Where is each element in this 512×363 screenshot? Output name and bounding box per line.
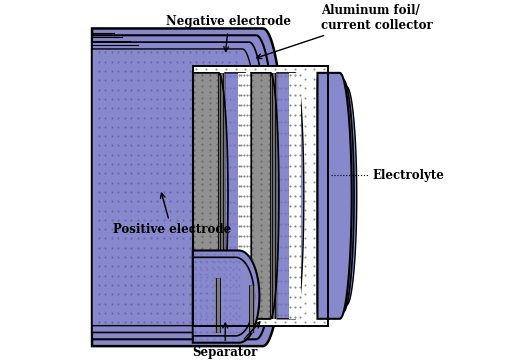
Polygon shape [92,49,260,326]
Bar [270,73,276,319]
Text: Separator: Separator [193,323,258,359]
Polygon shape [92,28,285,346]
Text: Negative electrode: Negative electrode [166,16,291,52]
Text: Positive electrode: Positive electrode [113,193,231,236]
Bar [193,66,328,326]
Polygon shape [317,80,354,312]
Bar [193,73,219,319]
Polygon shape [251,73,279,319]
Polygon shape [193,257,254,336]
Bar [251,73,270,319]
Bar [219,73,225,319]
Polygon shape [193,73,228,319]
Polygon shape [225,73,253,319]
Bar [289,73,302,319]
Polygon shape [317,73,352,319]
Polygon shape [92,35,276,339]
Text: Aluminum foil/
current collector: Aluminum foil/ current collector [257,4,433,58]
Polygon shape [317,86,357,305]
Polygon shape [193,250,260,343]
Bar [238,73,251,319]
Bar [193,66,328,326]
Bar [249,285,254,333]
Bar [215,278,220,333]
Text: Electrolyte: Electrolyte [372,169,444,182]
Polygon shape [92,42,268,333]
Bar [193,66,328,326]
Polygon shape [276,73,304,319]
